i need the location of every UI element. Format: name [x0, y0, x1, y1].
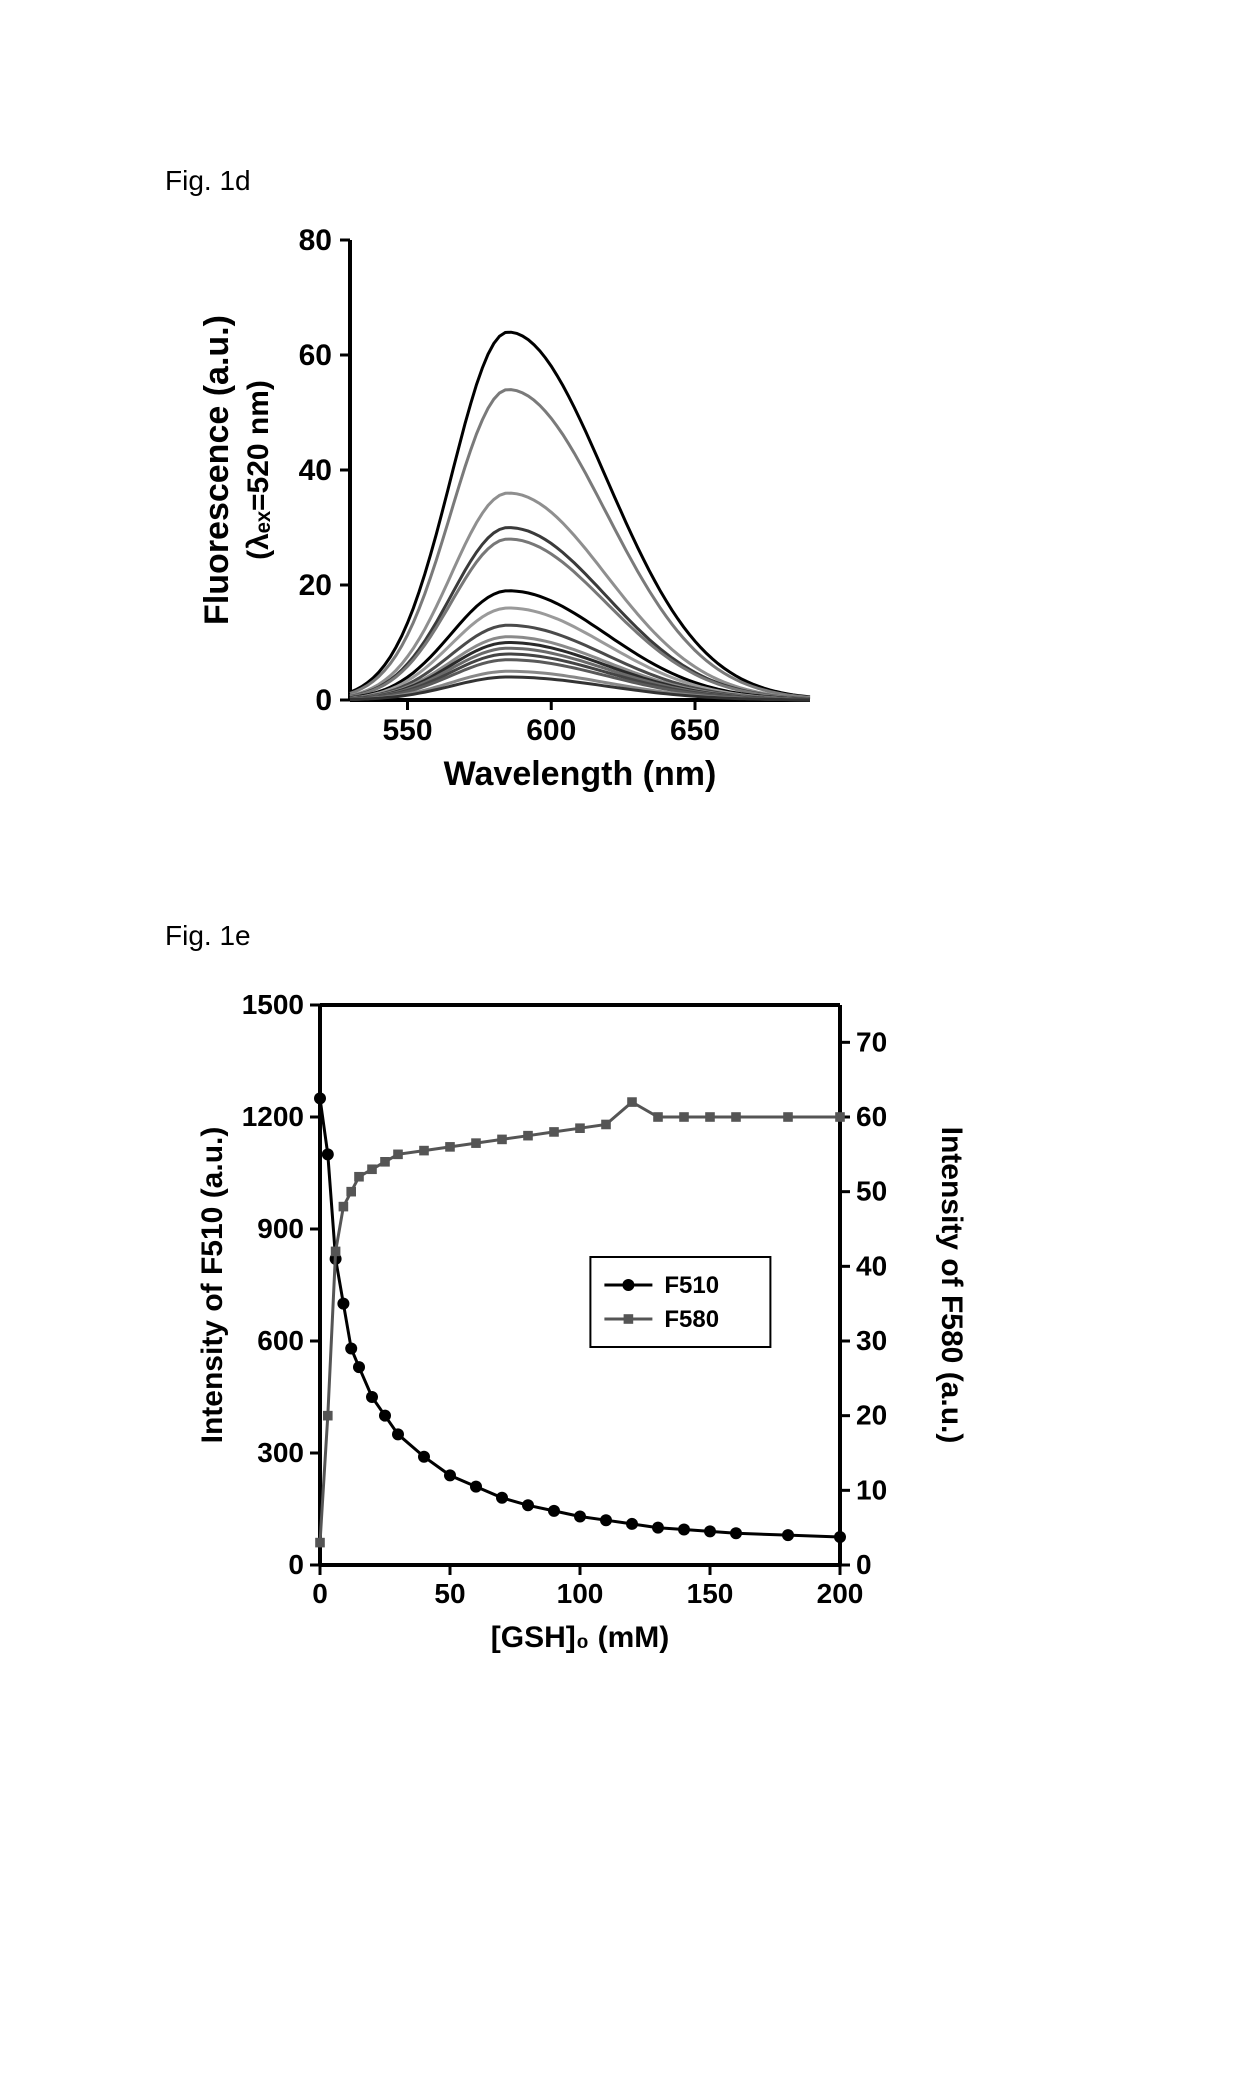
svg-text:80: 80	[299, 224, 332, 257]
svg-text:650: 650	[670, 714, 720, 747]
f510-marker	[314, 1092, 326, 1104]
f510-marker	[782, 1529, 794, 1541]
svg-text:Intensity of F580 (a.u.): Intensity of F580 (a.u.)	[935, 1127, 968, 1444]
svg-text:600: 600	[257, 1325, 304, 1356]
f580-marker	[346, 1187, 356, 1197]
figure-1d-chart: 550 600 650 0 20 40 60 80 Wavelength (nm) Fluores…	[190, 220, 830, 800]
svg-text:300: 300	[257, 1437, 304, 1468]
svg-text:50: 50	[434, 1578, 465, 1609]
svg-text:200: 200	[817, 1578, 864, 1609]
figure-1e-chart: 0501001502000300600900120015000102030405…	[190, 985, 970, 1665]
f580-marker	[367, 1164, 377, 1174]
svg-text:150: 150	[687, 1578, 734, 1609]
figure-1d-label: Fig. 1d	[165, 165, 251, 197]
svg-text:(λₑₓ=520 nm): (λₑₓ=520 nm)	[242, 380, 275, 560]
f510-marker	[496, 1492, 508, 1504]
f580-marker	[339, 1202, 349, 1212]
f510-marker	[366, 1391, 378, 1403]
svg-text:0: 0	[312, 1578, 328, 1609]
f580-marker	[835, 1112, 845, 1122]
figure-1e-label: Fig. 1e	[165, 920, 251, 952]
f510-marker	[626, 1518, 638, 1530]
svg-text:0: 0	[315, 684, 332, 717]
f580-marker	[380, 1157, 390, 1167]
svg-text:Fluorescence (a.u.): Fluorescence (a.u.)	[198, 315, 236, 625]
svg-text:70: 70	[856, 1026, 887, 1057]
f580-marker	[575, 1123, 585, 1133]
svg-text:Wavelength (nm): Wavelength (nm)	[444, 755, 717, 793]
f580-marker	[419, 1146, 429, 1156]
svg-text:[GSH]₀ (mM): [GSH]₀ (mM)	[491, 1621, 670, 1654]
f580-marker	[601, 1120, 611, 1130]
f580-marker	[627, 1097, 637, 1107]
f580-marker	[331, 1247, 341, 1257]
f580-marker	[679, 1112, 689, 1122]
svg-text:30: 30	[856, 1325, 887, 1356]
f580-marker	[393, 1150, 403, 1160]
svg-text:60: 60	[856, 1101, 887, 1132]
svg-text:10: 10	[856, 1474, 887, 1505]
svg-text:0: 0	[288, 1549, 304, 1580]
f580-marker	[354, 1172, 364, 1182]
f510-marker	[678, 1524, 690, 1536]
legend-item-f510: F510	[664, 1272, 719, 1299]
page: Fig. 1d 550600650020406080Wavelength (nm…	[0, 0, 1240, 2100]
svg-text:60: 60	[299, 339, 332, 372]
f510-marker	[574, 1510, 586, 1522]
f510-marker	[322, 1148, 334, 1160]
f580-marker	[705, 1112, 715, 1122]
f580-marker	[315, 1538, 325, 1548]
f510-marker	[600, 1514, 612, 1526]
svg-text:20: 20	[856, 1400, 887, 1431]
svg-text:50: 50	[856, 1176, 887, 1207]
svg-text:900: 900	[257, 1213, 304, 1244]
f510-marker	[470, 1481, 482, 1493]
svg-text:40: 40	[299, 454, 332, 487]
f510-marker	[730, 1527, 742, 1539]
f580-marker	[471, 1138, 481, 1148]
f580-marker	[653, 1112, 663, 1122]
svg-text:0: 0	[856, 1549, 872, 1580]
f580-marker	[523, 1131, 533, 1141]
f510-marker	[444, 1469, 456, 1481]
legend-item-f580: F580	[664, 1306, 719, 1333]
f580-marker	[323, 1411, 333, 1421]
f510-marker	[418, 1451, 430, 1463]
legend-box	[590, 1257, 770, 1347]
f510-marker	[704, 1525, 716, 1537]
svg-text:1500: 1500	[242, 989, 304, 1020]
svg-text:Intensity of F510 (a.u.): Intensity of F510 (a.u.)	[196, 1127, 229, 1444]
fluorescence-spectra-chart: 550 600 650 0 20 40 60 80 Wavelength (nm) Fluores…	[190, 220, 830, 800]
svg-text:20: 20	[299, 569, 332, 602]
svg-text:550: 550	[382, 714, 432, 747]
intensity-vs-gsh-chart: 0501001502000300600900120015000102030405…	[190, 985, 970, 1665]
f510-marker	[548, 1505, 560, 1517]
svg-text:600: 600	[526, 714, 576, 747]
f510-marker	[652, 1522, 664, 1534]
f580-marker	[731, 1112, 741, 1122]
f580-marker	[783, 1112, 793, 1122]
svg-text:40: 40	[856, 1250, 887, 1281]
svg-text:1200: 1200	[242, 1101, 304, 1132]
f580-marker	[445, 1142, 455, 1152]
f510-marker	[379, 1410, 391, 1422]
f510-marker	[337, 1298, 349, 1310]
svg-text:100: 100	[557, 1578, 604, 1609]
f510-marker	[392, 1428, 404, 1440]
f580-marker	[497, 1135, 507, 1145]
f580-marker	[549, 1127, 559, 1137]
f510-marker	[834, 1531, 846, 1543]
f510-marker	[353, 1361, 365, 1373]
f510-marker	[345, 1342, 357, 1354]
f510-marker	[522, 1499, 534, 1511]
